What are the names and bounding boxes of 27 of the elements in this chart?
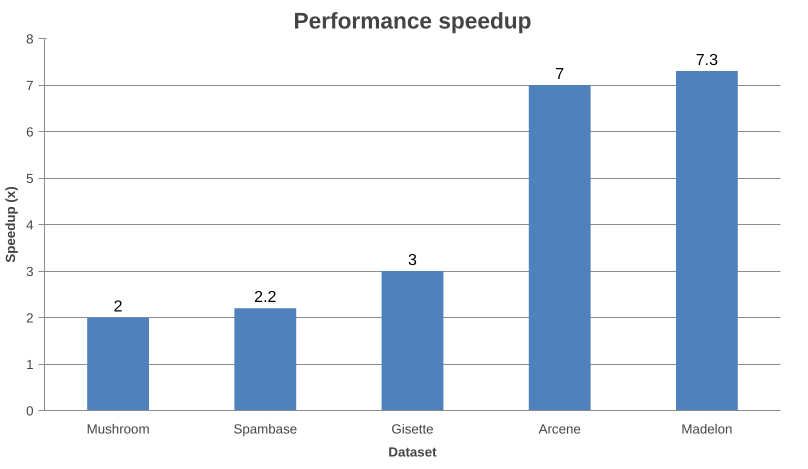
x-tick-label: Spambase — [233, 422, 298, 436]
y-tick-label: 2 — [26, 310, 34, 326]
data-label: 3 — [408, 252, 418, 269]
x-axis-title: Dataset — [388, 444, 438, 460]
y-tick-label: 3 — [26, 264, 34, 279]
y-tick-label: 1 — [26, 357, 34, 372]
bar — [676, 71, 738, 410]
y-axis-title: Speedup (x) — [3, 186, 18, 263]
bar — [382, 271, 444, 410]
data-label: 2.2 — [254, 289, 277, 306]
y-tick-label: 8 — [26, 32, 34, 46]
bar — [528, 85, 591, 410]
data-label: 7 — [555, 66, 564, 83]
bar — [234, 308, 296, 410]
data-label: 2 — [114, 298, 123, 316]
chart-title: Performance speedup — [294, 8, 532, 34]
x-tick-label: Gisette — [391, 422, 434, 436]
y-tick-label: 0 — [26, 404, 34, 418]
y-tick-label: 6 — [26, 124, 34, 140]
y-tick-label: 7 — [26, 78, 34, 93]
x-tick-label: Mushroom — [86, 422, 150, 436]
y-tick-label: 4 — [26, 218, 34, 232]
x-tick-label: Madelon — [681, 422, 732, 436]
data-label: 7.3 — [696, 52, 718, 70]
bar — [87, 318, 150, 410]
x-tick-label: Arcene — [538, 422, 581, 436]
y-tick-label: 5 — [26, 171, 34, 186]
